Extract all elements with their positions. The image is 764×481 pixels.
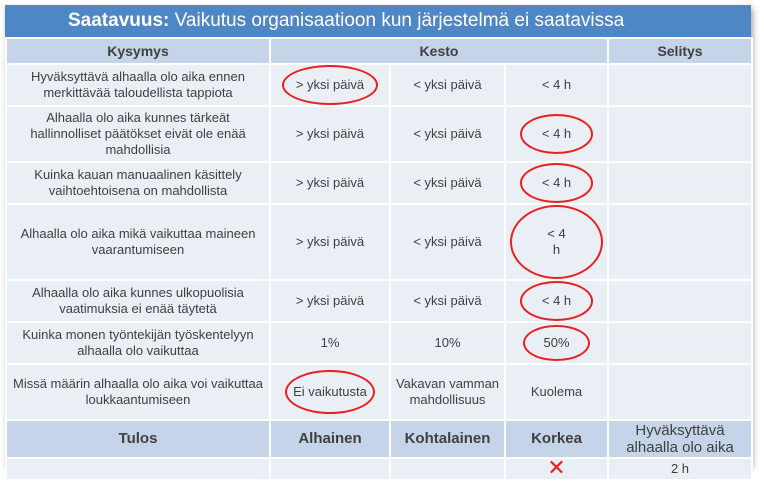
answer-cell: > yksi päivä — [269, 63, 391, 107]
explanation-cell — [607, 363, 754, 421]
question-cell: Missä määrin alhaalla olo aika voi vaiku… — [5, 363, 271, 421]
answer-cell: Ei vaikutusta — [269, 363, 391, 421]
question-cell: Alhaalla olo aika kunnes tärkeät hallinn… — [5, 105, 271, 163]
result-cell — [269, 457, 391, 481]
selection-circle: < 4 h — [519, 163, 594, 203]
explanation-cell — [607, 63, 754, 107]
header-duration: Kesto — [268, 37, 610, 65]
question-cell: Kuinka monen työntekijän työskentelyyn a… — [5, 321, 271, 365]
result-cell — [5, 457, 271, 481]
explanation-cell — [607, 161, 754, 205]
footer-high: Korkea — [503, 419, 610, 459]
answer-cell: 10% — [389, 321, 506, 365]
question-cell: Alhaalla olo aika kunnes ulkopuolisia va… — [5, 279, 271, 323]
answer-cell: > yksi päivä — [269, 279, 391, 323]
answer-cell: < 4 h — [503, 203, 610, 281]
answer-cell: < yksi päivä — [389, 105, 506, 163]
answer-cell: 1% — [269, 321, 391, 365]
answer-cell: > yksi päivä — [269, 105, 391, 163]
answer-cell: > yksi päivä — [269, 161, 391, 205]
page-title: Saatavuus: Vaikutus organisaatioon kun j… — [5, 5, 751, 37]
availability-table: Kysymys Kesto Selitys Hyväksyttävä alhaa… — [5, 37, 754, 481]
answer-cell: > yksi päivä — [269, 203, 391, 281]
result-value: 2 h — [607, 457, 754, 481]
answer-cell: < yksi päivä — [389, 161, 506, 205]
header-question: Kysymys — [5, 37, 271, 65]
footer-medium: Kohtalainen — [389, 419, 506, 459]
footer-acceptable: Hyväksyttävä alhaalla olo aika — [607, 419, 754, 459]
question-cell: Kuinka kauan manuaalinen käsittely vaiht… — [5, 161, 271, 205]
answer-cell: Vakavan vamman mahdollisuus — [389, 363, 506, 421]
question-cell: Alhaalla olo aika mikä vaikuttaa maineen… — [5, 203, 271, 281]
explanation-cell — [607, 321, 754, 365]
answer-cell: < yksi päivä — [389, 63, 506, 107]
selection-circle: < 4 h — [519, 281, 594, 321]
selection-circle: Ei vaikutusta — [285, 370, 375, 414]
footer-result: Tulos — [5, 419, 271, 459]
answer-cell: < 4 h — [503, 161, 610, 205]
explanation-cell — [607, 105, 754, 163]
explanation-cell — [607, 279, 754, 323]
selection-circle: < 4 h — [510, 205, 604, 279]
answer-cell: < yksi päivä — [389, 203, 506, 281]
answer-cell: Kuolema — [503, 363, 610, 421]
answer-cell: < 4 h — [503, 63, 610, 107]
answer-cell: 50% — [503, 321, 610, 365]
selection-circle: > yksi päivä — [281, 65, 379, 105]
selection-circle: < 4 h — [519, 114, 594, 154]
result-cell — [389, 457, 506, 481]
answer-cell: < yksi päivä — [389, 279, 506, 323]
cross-icon: ✕ — [547, 455, 566, 480]
title-rest: Vaikutus organisaatioon kun järjestelmä … — [169, 10, 625, 31]
answer-cell: < 4 h — [503, 279, 610, 323]
footer-low: Alhainen — [269, 419, 391, 459]
title-bold: Saatavuus: — [68, 10, 170, 31]
explanation-cell — [607, 203, 754, 281]
answer-cell: < 4 h — [503, 105, 610, 163]
result-cell: ✕ — [503, 455, 610, 481]
question-cell: Hyväksyttävä alhaalla olo aika ennen mer… — [5, 63, 271, 107]
selection-circle: 50% — [523, 325, 590, 361]
header-explanation: Selitys — [607, 37, 754, 65]
